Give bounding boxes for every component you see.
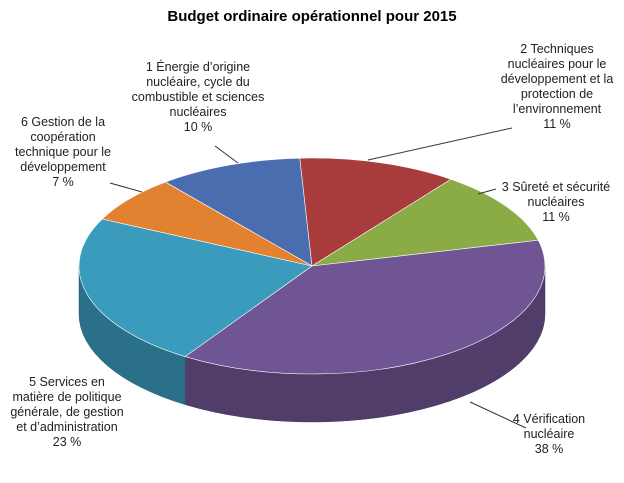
leader-line (109, 182, 143, 193)
category-label: 4 Vérification nucléaire (512, 412, 586, 441)
leader-line (367, 127, 513, 161)
category-label: 1 Énergie d’origine nucléaire, cycle du … (131, 60, 265, 119)
leader-line (214, 145, 239, 164)
category-label: 3 Sûreté et sécurité nucléaires (501, 180, 611, 209)
pie-slice (78, 218, 313, 357)
category-label: 2 Techniques nucléaires pour le développ… (500, 42, 614, 116)
slice-label: 1 Énergie d’origine nucléaire, cycle du … (130, 60, 266, 135)
pie-slice (311, 178, 539, 267)
value-label: 11 % (543, 117, 571, 131)
pie-slice (184, 239, 546, 375)
slice-label: 4 Vérification nucléaire 38 % (486, 412, 612, 457)
leader-lines (109, 127, 527, 429)
value-label: 7 % (52, 175, 74, 189)
value-label: 38 % (534, 442, 564, 456)
value-label: 23 % (52, 435, 82, 449)
value-label: 11 % (542, 210, 570, 224)
pie-slice (101, 181, 313, 267)
slice-label: 5 Services en matière de politique génér… (8, 375, 126, 450)
pie-slice (164, 157, 313, 267)
slice-label: 3 Sûreté et sécurité nucléaires 11 % (492, 180, 620, 225)
slice-label: 2 Techniques nucléaires pour le développ… (496, 42, 618, 132)
slice-label: 6 Gestion de la coopération technique po… (4, 115, 122, 190)
category-label: 5 Services en matière de politique génér… (10, 375, 124, 434)
category-label: 6 Gestion de la coopération technique po… (15, 115, 111, 174)
value-label: 10 % (183, 120, 213, 134)
leader-line (469, 401, 527, 429)
leader-line (477, 188, 497, 195)
pie-slice (299, 157, 452, 267)
chart-title: Budget ordinaire opérationnel pour 2015 (167, 8, 457, 25)
pie-tops (78, 157, 546, 375)
